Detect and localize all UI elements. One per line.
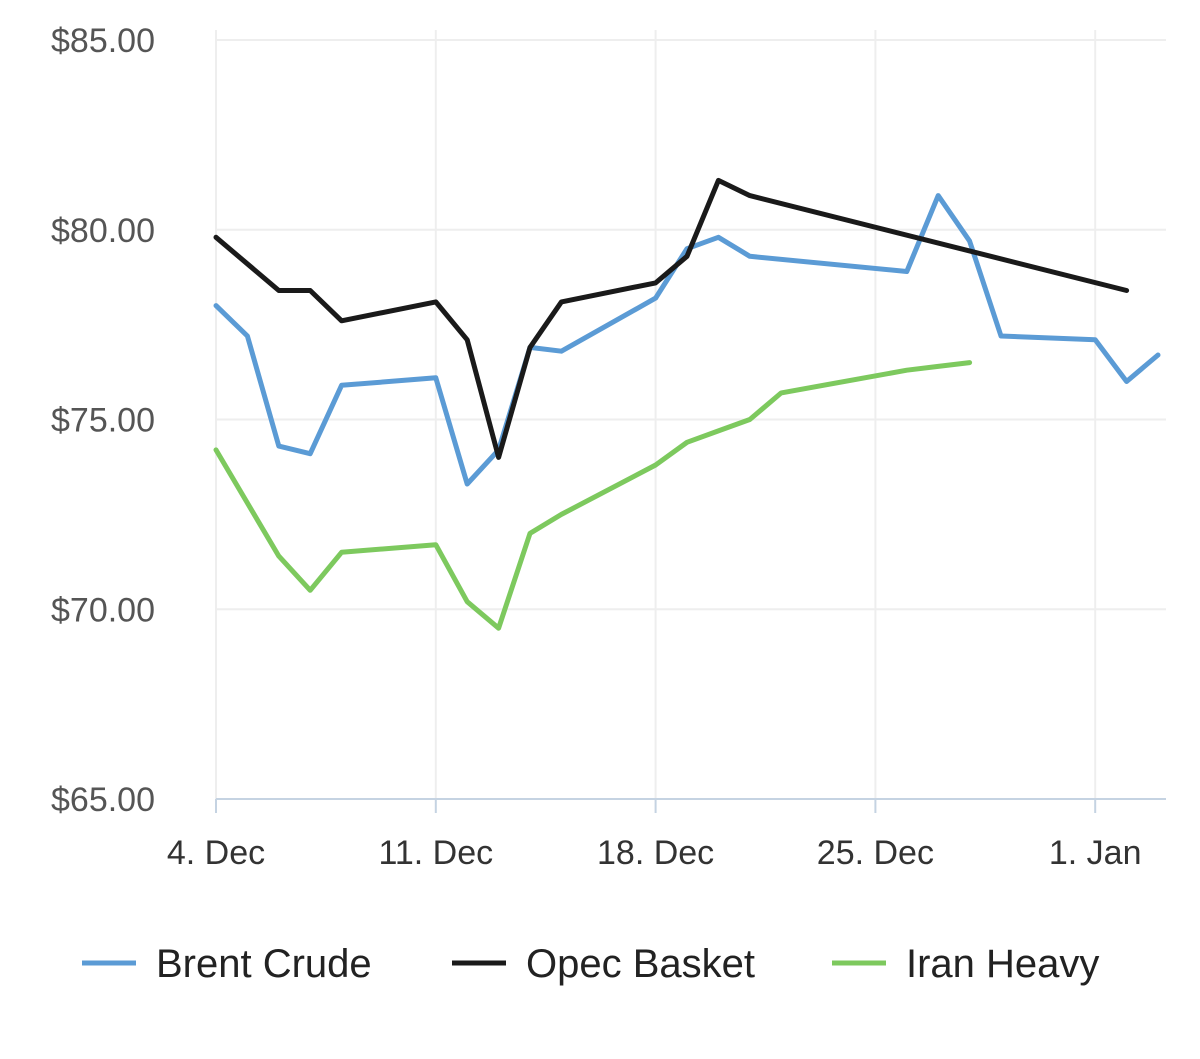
legend-label: Opec Basket — [526, 942, 755, 986]
y-tick-label: $75.00 — [51, 402, 155, 440]
y-tick-label: $65.00 — [51, 781, 155, 819]
grid-layer — [215, 30, 1166, 799]
x-tick-label: 18. Dec — [597, 834, 714, 872]
legend: Brent Crude Opec Basket Iran Heavy — [82, 942, 1099, 986]
y-tick-label: $70.00 — [51, 591, 155, 629]
y-tick-label: $85.00 — [51, 22, 155, 60]
x-tick-label: 4. Dec — [167, 834, 265, 872]
series-layer — [213, 177, 1161, 631]
x-tick-label: 25. Dec — [817, 834, 934, 872]
legend-item[interactable]: Opec Basket — [452, 942, 755, 986]
axis-layer — [215, 798, 1166, 813]
legend-item[interactable]: Brent Crude — [82, 942, 372, 986]
label-layer: $85.00 $80.00 $75.00 $70.00 $65.00 4. Dec 11. … — [51, 22, 1142, 872]
series-line-iran-heavy — [213, 360, 973, 631]
y-tick-label: $80.00 — [51, 212, 155, 250]
series-line-opec-basket — [213, 177, 1130, 460]
legend-label: Iran Heavy — [906, 942, 1099, 986]
legend-item[interactable]: Iran Heavy — [832, 942, 1099, 986]
legend-label: Brent Crude — [156, 942, 372, 986]
x-tick-label: 1. Jan — [1049, 834, 1142, 872]
series-line-brent-crude — [213, 193, 1161, 487]
x-tick-label: 11. Dec — [378, 834, 493, 872]
